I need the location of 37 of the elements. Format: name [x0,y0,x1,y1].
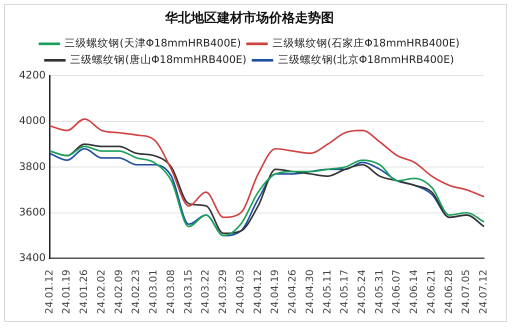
x-tick-label: 24.01.19 [62,269,73,314]
legend-label: 三级螺纹钢(唐山Φ18mmHRB400E) [70,53,247,66]
line-series [48,118,485,218]
x-tick-label: 24.05.17 [340,269,351,314]
chart-title: 华北地区建材市场价格走势图 [164,10,334,26]
x-tick-label: 24.04.12 [252,269,264,314]
x-tick-label: 24.05.11 [322,269,334,314]
y-tick-label: 3600 [18,206,46,218]
x-tick-label: 24.07.12 [478,269,490,314]
x-tick-label: 24.06.28 [444,269,455,314]
x-tick-label: 24.02.09 [114,269,125,314]
x-tick-label: 24.04.03 [235,269,246,314]
x-tick-label: 24.06.21 [426,269,438,314]
x-tick-label: 24.04.26 [288,269,299,314]
x-tick-label: 24.04.30 [304,269,316,314]
y-tick-label: 4000 [18,115,46,128]
x-tick-label: 24.03.08 [166,269,177,314]
x-tick-label: 24.04.19 [270,269,282,314]
x-tick-label: 24.05.31 [374,269,386,314]
x-tick-label: 24.03.01 [148,269,160,314]
x-tick-label: 24.06.07 [392,269,403,314]
x-tick-label: 24.03.15 [183,269,194,314]
y-tick-label: 4200 [18,69,46,82]
legend-label: 三级螺纹钢(天津Φ18mmHRB400E) [64,36,242,50]
x-tick-label: 24.02.02 [96,269,108,314]
x-tick-label: 24.03.22 [200,269,212,314]
x-tick-label: 24.06.14 [409,269,420,314]
x-tick-label: 24.03.29 [218,269,230,314]
y-tick-label: 3800 [18,160,46,173]
legend-label: 三级螺纹钢(石家庄Φ18mmHRB400E) [272,36,460,50]
x-tick-label: 24.07.05 [461,269,472,314]
y-tick-label: 3400 [18,252,46,264]
x-tick-label: 24.01.26 [79,269,90,314]
x-tick-label: 24.05.24 [356,269,368,314]
x-tick-label: 24.02.23 [131,269,142,314]
legend-label: 三级螺纹钢(北京Φ18mmHRB400E) [278,53,454,66]
x-tick-label: 24.01.12 [44,269,56,314]
